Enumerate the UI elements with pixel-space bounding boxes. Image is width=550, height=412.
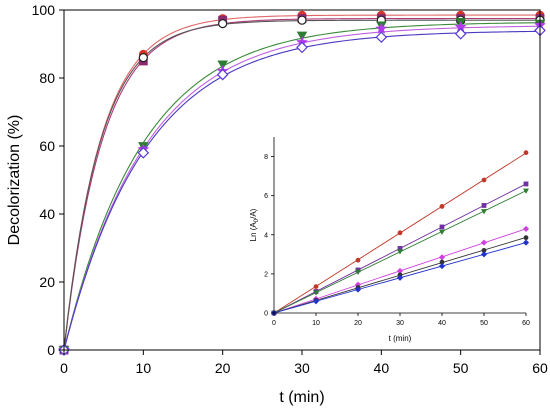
main-y-tick-label: 20	[39, 274, 55, 290]
inset-point-s6-1	[312, 298, 320, 305]
inset-point-s6-3	[396, 274, 404, 281]
main-point-s3-2	[218, 19, 228, 29]
inset-point-s1-3	[397, 230, 403, 236]
main-y-tick-label: 80	[39, 70, 55, 86]
main-x-tick-label: 0	[60, 360, 68, 376]
main-x-tick-label: 50	[453, 360, 469, 376]
inset-x-axis-label: t (min)	[389, 334, 412, 343]
inset-y-tick-label: 8	[264, 154, 268, 161]
inset-y-tick-label: 4	[264, 232, 268, 239]
inset-x-tick-label: 20	[354, 320, 362, 327]
inset-x-tick-label: 10	[312, 320, 320, 327]
inset-y-label-rest: /A)	[249, 208, 258, 219]
inset-point-s3-6	[523, 188, 529, 194]
inset-point-s3-4	[439, 229, 445, 235]
inset-x-ticks: 0 10 20 30 40 50 60	[272, 313, 530, 327]
main-y-tick-label: 100	[32, 2, 56, 18]
inset-point-s1-2	[355, 257, 361, 263]
main-x-tick-label: 60	[532, 360, 548, 376]
inset-point-s3-1	[313, 290, 319, 296]
main-point-s6-2	[216, 68, 229, 81]
main-point-s6-3	[296, 41, 308, 54]
inset-x-tick-label: 30	[396, 320, 404, 327]
main-x-axis-label: t (min)	[279, 389, 324, 406]
inset-point-s2-4	[439, 224, 445, 230]
main-y-ticks: 0 20 40 60 80 100	[32, 2, 64, 358]
inset-point-s1-1	[313, 284, 319, 290]
main-y-axis-label: Decolorization (%)	[6, 115, 23, 246]
main-point-s6-4	[375, 31, 388, 44]
main-x-tick-label: 20	[215, 360, 231, 376]
inset-y-ticks: 0 2 4 6 8	[264, 154, 274, 318]
inset-y-tick-label: 0	[264, 311, 268, 318]
inset-data-points	[270, 150, 530, 317]
main-point-s4-2	[217, 60, 228, 70]
inset-x-tick-label: 40	[438, 320, 446, 327]
inset-point-s2-5	[481, 203, 487, 208]
inset-point-s4-6	[522, 225, 530, 232]
inset-point-s5-6	[523, 235, 529, 241]
inset-point-s4-5	[480, 239, 488, 246]
inset-x-tick-label: 0	[272, 320, 276, 327]
main-y-tick-label: 0	[47, 342, 55, 358]
inset-y-tick-label: 2	[264, 271, 268, 278]
main-point-s4-3	[296, 31, 308, 41]
inset-point-s6-6	[522, 239, 530, 246]
inset-background	[240, 128, 536, 346]
inset-point-s1-5	[481, 177, 487, 183]
main-point-s5-4	[375, 22, 388, 34]
inset-point-s3-2	[355, 269, 361, 276]
inset-y-axis-label: Ln (A0/A)	[249, 208, 260, 241]
main-x-ticks: 0 10 20 30 40 50 60	[60, 350, 548, 376]
inset-point-s1-4	[439, 204, 445, 209]
inset-x-tick-label: 60	[522, 320, 530, 327]
main-x-tick-label: 30	[294, 360, 310, 376]
inset-x-tick-label: 50	[480, 320, 488, 327]
inset-point-s3-3	[397, 249, 403, 255]
main-point-s3-3	[297, 15, 307, 25]
main-point-s6-1	[137, 146, 150, 159]
inset-y-label-sub: 0	[254, 218, 260, 222]
main-point-s6-5	[454, 27, 467, 40]
main-x-tick-label: 10	[136, 360, 152, 376]
inset-point-s2-6	[523, 181, 529, 187]
main-y-tick-label: 40	[39, 206, 55, 222]
inset-point-s1-6	[523, 150, 529, 156]
inset-point-s6-4	[438, 263, 446, 270]
main-y-tick-label: 60	[39, 138, 55, 154]
inset-point-s6-2	[354, 286, 362, 293]
inset-point-s3-5	[481, 209, 487, 215]
inset-y-tick-label: 6	[264, 193, 268, 200]
inset-y-label-main: Ln (A	[249, 222, 258, 242]
main-x-tick-label: 40	[374, 360, 390, 376]
inset-point-s6-5	[480, 251, 488, 258]
main-point-s3-1	[138, 52, 148, 63]
